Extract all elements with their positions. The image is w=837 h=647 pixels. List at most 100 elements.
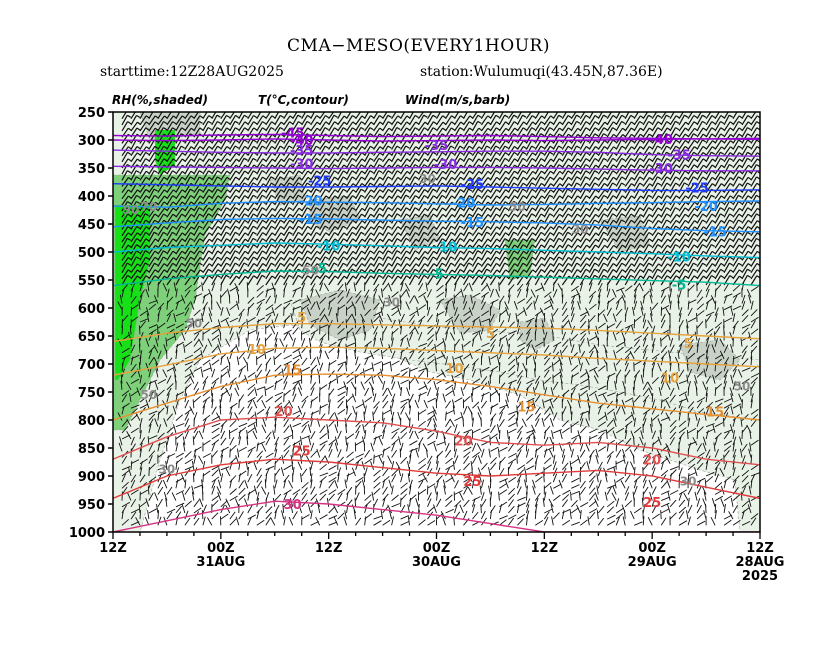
wind-barb [166,366,176,372]
wind-barb [148,139,155,150]
wind-barb-feather [604,189,609,193]
wind-barb [193,358,201,366]
wind-barb [145,288,150,298]
wind-barb [184,307,190,317]
wind-barb [498,140,506,150]
wind-barb-feather [209,109,212,111]
wind-barb-feather [432,188,437,192]
wind-barb [660,345,668,354]
wind-barb [202,170,210,181]
wind-barb-feather [127,189,132,193]
wind-barb [732,238,740,249]
wind-barb [426,188,434,200]
wind-barb [632,306,635,316]
wind-barb [157,313,160,323]
wind-barb [588,319,590,329]
wind-barb [139,115,147,126]
wind-barb [373,256,380,267]
wind-barb-feather [450,127,455,131]
wind-barb-feather [630,127,635,131]
wind-barb [166,250,174,261]
wind-barb [480,164,488,175]
wind-barb [216,301,222,310]
wind-barb [741,327,749,335]
wind-barb [346,251,354,261]
wind-barb [201,282,204,292]
wind-barb [705,195,712,206]
wind-barb-feather [504,157,509,162]
wind-barb [274,226,282,237]
wind-barb [265,152,273,163]
wind-barb [354,349,357,360]
wind-barb-feather [397,158,402,162]
wind-barb-feather [723,112,724,113]
wind-barb [283,188,290,200]
wind-barb [220,365,229,372]
wind-barb [570,213,578,224]
wind-barb-feather [531,262,536,266]
wind-barb-feather [289,263,294,267]
wind-barb [416,306,419,316]
wind-barb-feather [154,238,159,242]
wind-barb [669,238,677,249]
wind-barb [337,350,340,360]
wind-barb [130,269,138,280]
wind-barb [561,226,570,237]
wind-barb [220,152,228,163]
wind-barb-feather [325,183,330,187]
wind-barb-feather [667,238,672,243]
wind-barb [202,182,210,193]
wind-barb [148,299,158,304]
wind-barb-feather [442,256,447,261]
wind-barb-feather [414,274,419,278]
wind-barb [211,176,218,187]
wind-barb [211,238,218,249]
wind-barb [391,226,399,237]
wind-barb [417,213,425,224]
wind-barb-feather [666,207,671,211]
wind-barb [301,275,309,286]
wind-barb [678,275,686,286]
wind-barb-feather [514,127,519,131]
wind-barb [489,301,494,310]
wind-barb [292,164,300,175]
wind-barb [247,263,255,274]
wind-barb-feather [568,133,572,137]
wind-barb [364,308,372,317]
wind-barb [723,362,728,372]
wind-barb [220,282,223,292]
wind-barb [292,189,300,200]
wind-barb-feather [702,145,707,150]
wind-barb-feather [729,250,734,255]
wind-barb [319,324,329,329]
wind-barb [578,294,581,304]
wind-barb-feather [657,182,662,186]
wind-barb-feather [406,109,409,111]
wind-barb-feather [737,176,743,180]
wind-barb [364,356,369,366]
wind-barb [166,225,174,237]
wind-barb [265,311,274,317]
wind-barb [139,112,145,119]
wind-barb-feather [352,183,357,187]
wind-barb [633,288,637,298]
wind-barb [552,195,560,206]
wind-barb-feather [307,219,312,224]
wind-barb [687,284,695,292]
wind-barb [175,195,183,206]
wind-barb-feather [199,188,204,192]
wind-barb-feather [522,244,527,248]
wind-barb [256,353,265,360]
wind-barb [229,269,237,280]
wind-barb [211,359,220,366]
wind-barb-feather [711,274,716,279]
wind-barb-feather [406,232,411,236]
wind-barb-feather [424,263,429,267]
wind-barb [687,112,693,120]
wind-barb [310,318,320,323]
wind-barb-feather [288,244,293,248]
wind-barb [732,256,740,267]
wind-barb [723,170,731,181]
wind-barb [543,133,551,144]
wind-barb [247,207,255,218]
